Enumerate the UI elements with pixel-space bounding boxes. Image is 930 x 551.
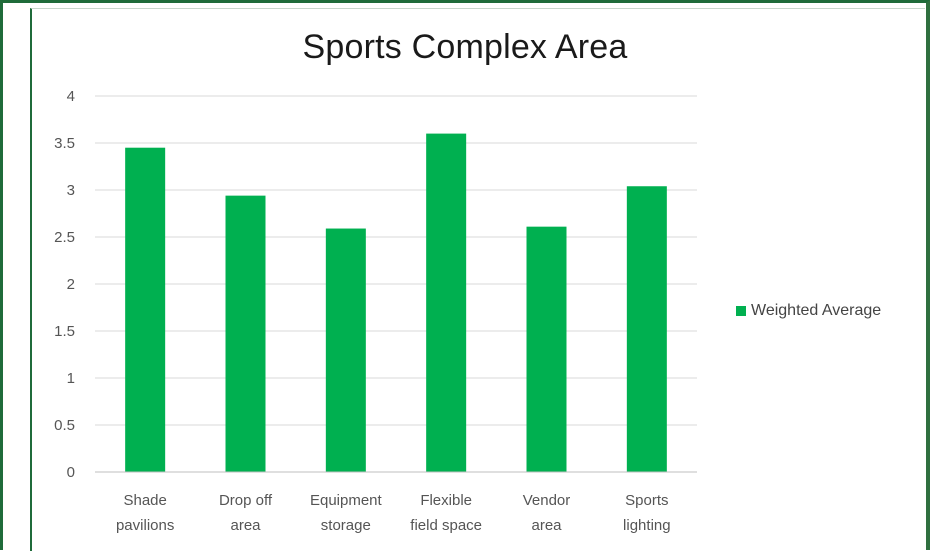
- x-category-label: lighting: [623, 517, 671, 534]
- y-tick-label: 3: [67, 182, 75, 199]
- x-category-label: Shade: [123, 492, 166, 509]
- x-category-label: Flexible: [420, 492, 472, 509]
- x-category-label: Equipment: [310, 492, 383, 509]
- legend: Weighted Average: [736, 302, 881, 320]
- chart-title: Sports Complex Area: [302, 28, 628, 66]
- chart-panel: [30, 8, 925, 551]
- x-category-label: Vendor: [523, 492, 571, 509]
- x-category-label: area: [531, 517, 562, 534]
- x-category-label: storage: [321, 517, 371, 534]
- bar: [225, 195, 266, 472]
- y-tick-label: 2: [67, 276, 75, 293]
- legend-swatch: [736, 306, 746, 316]
- x-category-label: field space: [410, 517, 482, 534]
- y-tick-label: 1: [67, 370, 75, 387]
- bar: [125, 147, 166, 472]
- x-category-label: area: [230, 517, 261, 534]
- x-category-label: Sports: [625, 492, 668, 509]
- x-category-label: Drop off: [219, 492, 273, 509]
- bar: [526, 226, 567, 472]
- legend-label: Weighted Average: [751, 302, 882, 319]
- x-category-label: pavilions: [116, 517, 174, 534]
- y-tick-label: 0.5: [54, 417, 75, 434]
- y-tick-label: 3.5: [54, 135, 75, 152]
- bar: [626, 186, 667, 473]
- y-tick-label: 0: [67, 464, 75, 481]
- bar: [426, 133, 467, 472]
- bar: [325, 228, 366, 472]
- y-tick-label: 1.5: [54, 323, 75, 340]
- y-tick-label: 2.5: [54, 229, 75, 246]
- y-tick-label: 4: [67, 88, 75, 105]
